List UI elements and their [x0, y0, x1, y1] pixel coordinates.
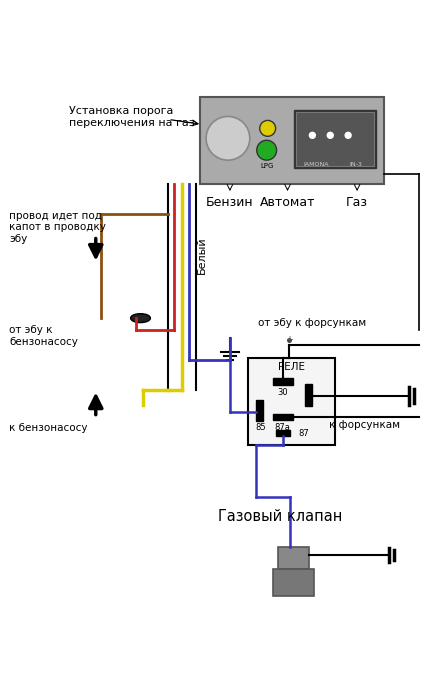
Ellipse shape: [131, 313, 150, 323]
Text: LPG: LPG: [260, 163, 273, 169]
Text: 85: 85: [255, 423, 266, 433]
Bar: [276, 431, 290, 437]
Bar: [273, 414, 293, 420]
Text: Газовый клапан: Газовый клапан: [218, 509, 343, 524]
Bar: [273, 569, 314, 596]
Bar: [294, 110, 376, 168]
Bar: [256, 399, 263, 422]
Bar: [248, 358, 335, 445]
Text: IAMONA: IAMONA: [304, 162, 329, 167]
Text: к форсункам: к форсункам: [329, 420, 400, 431]
Bar: [297, 112, 374, 166]
Text: IN-3: IN-3: [350, 162, 362, 167]
Text: РЕЛЕ: РЕЛЕ: [278, 362, 305, 372]
Bar: [200, 97, 384, 184]
Text: Автомат: Автомат: [260, 196, 315, 209]
Text: Газ: Газ: [346, 196, 368, 209]
Text: от эбу к
бензонасосу: от эбу к бензонасосу: [10, 325, 78, 347]
Circle shape: [260, 121, 276, 136]
Text: Установка порога
переключения на газ: Установка порога переключения на газ: [69, 106, 195, 128]
Circle shape: [206, 116, 250, 160]
Text: 87а: 87а: [275, 423, 291, 433]
Text: провод идет под
капот в проводку
эбу: провод идет под капот в проводку эбу: [10, 211, 106, 244]
Bar: [305, 384, 312, 406]
Circle shape: [345, 132, 351, 138]
Text: 87: 87: [298, 429, 309, 438]
Bar: [278, 546, 310, 569]
Text: 30: 30: [277, 388, 288, 397]
Text: от эбу к форсункам: от эбу к форсункам: [258, 318, 366, 328]
Text: к бензонасосу: к бензонасосу: [10, 423, 88, 433]
Circle shape: [327, 132, 333, 138]
Text: +: +: [285, 335, 294, 345]
Text: Белый: Белый: [197, 237, 207, 274]
Circle shape: [257, 140, 277, 160]
Circle shape: [310, 132, 315, 138]
Bar: [273, 378, 293, 385]
Text: Бензин: Бензин: [206, 196, 254, 209]
